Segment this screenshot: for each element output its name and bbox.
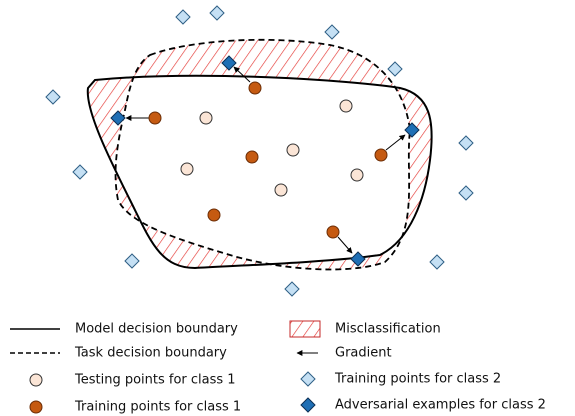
legend: Model decision boundary Task decision bo… [10, 320, 546, 415]
legend-label: Testing points for class 1 [74, 373, 236, 388]
testing-class1 [180, 99, 364, 197]
model-boundary [86, 74, 433, 270]
legend-label: Gradient [335, 346, 392, 361]
legend-label: Task decision boundary [74, 346, 227, 361]
legend-training [29, 400, 43, 414]
training-class1 [148, 81, 388, 239]
legend-label: Model decision boundary [75, 322, 238, 337]
legend-label: Training points for class 2 [334, 372, 501, 387]
legend-label: Training points for class 1 [74, 400, 241, 415]
legend-hatch [289, 320, 321, 338]
gradient-arrows [125, 66, 406, 254]
legend-class2 [300, 371, 316, 387]
legend-testing [29, 373, 43, 387]
legend-label: Adversarial examples for class 2 [335, 398, 546, 413]
task-boundary [114, 38, 411, 271]
legend-adversarial [300, 397, 316, 413]
legend-label: Misclassification [335, 322, 441, 337]
